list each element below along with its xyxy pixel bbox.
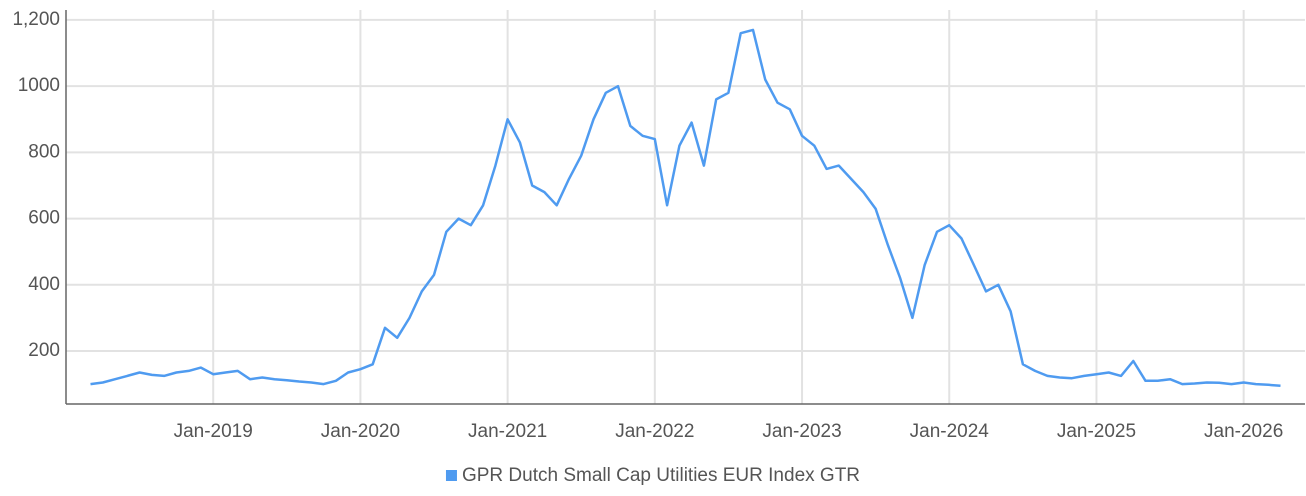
x-tick-label: Jan-2022 — [615, 421, 694, 442]
y-tick-label: 800 — [28, 141, 60, 162]
series-line — [90, 28, 1281, 388]
x-tick-label: Jan-2023 — [762, 421, 841, 442]
y-tick-label: 1,200 — [12, 9, 60, 30]
x-tick-label: Jan-2026 — [1204, 421, 1283, 442]
y-tick-label: 200 — [28, 340, 60, 361]
y-tick-label: 600 — [28, 208, 60, 229]
y-tick-label: 400 — [28, 274, 60, 295]
legend-label: GPR Dutch Small Cap Utilities EUR Index … — [462, 465, 860, 486]
y-tick-label: 1000 — [18, 75, 60, 96]
x-tick-label: Jan-2025 — [1057, 421, 1136, 442]
x-tick-label: Jan-2021 — [468, 421, 547, 442]
legend-swatch — [445, 470, 457, 481]
x-tick-label: Jan-2024 — [910, 421, 990, 442]
x-tick-label: Jan-2020 — [321, 421, 400, 442]
x-tick-label: Jan-2019 — [174, 421, 253, 442]
